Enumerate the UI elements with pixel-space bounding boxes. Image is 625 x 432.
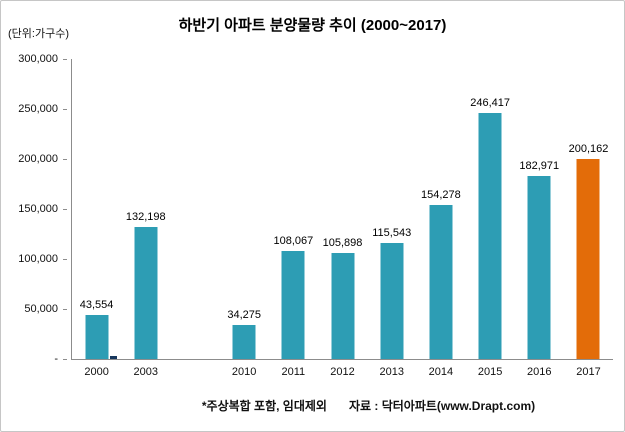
y-tick-label: 300,000 bbox=[18, 53, 58, 65]
value-label-2010: 34,275 bbox=[227, 309, 261, 321]
y-axis: 300,000 250,000 200,000 150,000 100,000 50,00… bbox=[9, 53, 67, 365]
y-tick-mark bbox=[63, 309, 67, 310]
bar-2011 bbox=[281, 251, 305, 359]
x-tick-label-2000: 2000 bbox=[84, 366, 109, 378]
value-label-2016: 182,971 bbox=[519, 160, 560, 172]
footnote-note: *주상복합 포함, 임대제외 bbox=[201, 399, 327, 413]
value-label-2014: 154,278 bbox=[421, 189, 461, 201]
bar-2012 bbox=[331, 253, 355, 359]
bar-2013 bbox=[380, 243, 404, 359]
bar-2000 bbox=[85, 315, 109, 359]
bar-2003 bbox=[134, 227, 158, 359]
y-tick-label: 250,000 bbox=[18, 103, 58, 115]
y-tick-label: 200,000 bbox=[18, 153, 58, 165]
x-tick-label-2014: 2014 bbox=[428, 366, 454, 378]
bar-slot-2011: 108,067 2011 bbox=[269, 59, 318, 378]
x-tick-label-2016: 2016 bbox=[527, 366, 552, 378]
bar-slot-2012: 105,898 2012 bbox=[318, 59, 367, 378]
footnote-source: 자료 : 닥터아파트(www.Drapt.com) bbox=[348, 399, 536, 413]
value-label-2015: 246,417 bbox=[470, 97, 510, 109]
bar-slot-2003: 132,198 2003 bbox=[121, 59, 170, 378]
x-tick-label-2003: 2003 bbox=[133, 366, 159, 378]
bar-2017 bbox=[576, 159, 600, 359]
value-label-2013: 115,543 bbox=[372, 227, 412, 239]
footnote: *주상복합 포함, 임대제외 자료 : 닥터아파트(www.Drapt.com) bbox=[1, 397, 624, 414]
y-tick-mark bbox=[63, 109, 67, 110]
x-tick-label-2011: 2011 bbox=[281, 366, 306, 378]
bar-slot-2015: 246,417 2015 bbox=[466, 59, 515, 378]
bar-slot-2014: 154,278 2014 bbox=[416, 59, 465, 378]
bar-slot-2016: 182,971 2016 bbox=[515, 59, 564, 378]
plot-area: 43,554 2000 132,198 2003 34,275 2010 108,067 20… bbox=[71, 59, 613, 378]
bar-slot-2017: 200,162 2017 bbox=[564, 59, 613, 378]
bar-slot-empty bbox=[170, 59, 219, 359]
bar-slot-2013: 115,543 2013 bbox=[367, 59, 416, 378]
y-tick-mark bbox=[63, 159, 67, 160]
y-tick-label: 50,000 bbox=[24, 303, 58, 315]
unit-label: (단위:가구수) bbox=[8, 28, 69, 40]
bar-slot-2010: 34,275 2010 bbox=[220, 59, 269, 378]
bar-slot-2000: 43,554 2000 bbox=[72, 59, 121, 378]
bar-2016 bbox=[527, 176, 551, 359]
y-tick-mark bbox=[63, 359, 67, 360]
value-label-2003: 132,198 bbox=[125, 211, 166, 223]
bar-2014 bbox=[429, 205, 453, 359]
y-tick-mark bbox=[63, 259, 67, 260]
y-tick-label: 150,000 bbox=[18, 203, 58, 215]
chart-area: 300,000 250,000 200,000 150,000 100,000 50,00… bbox=[9, 53, 615, 378]
value-label-2011: 108,067 bbox=[273, 235, 314, 247]
x-tick-label-2012: 2012 bbox=[330, 366, 355, 378]
bar-2015 bbox=[478, 113, 502, 359]
y-tick-mark bbox=[63, 209, 67, 210]
y-tick-label: - bbox=[54, 353, 58, 365]
y-tick-mark bbox=[63, 59, 67, 60]
x-tick-label-2015: 2015 bbox=[477, 366, 503, 378]
x-tick-label-2010: 2010 bbox=[231, 366, 257, 378]
x-tick-label-2013: 2013 bbox=[379, 366, 404, 378]
x-tick-label-2017: 2017 bbox=[576, 366, 601, 378]
value-label-2000: 43,554 bbox=[79, 299, 114, 311]
value-label-2012: 105,898 bbox=[322, 237, 363, 249]
bar-2010 bbox=[232, 325, 256, 359]
value-label-2017: 200,162 bbox=[568, 143, 609, 155]
small-unlabeled-bar bbox=[109, 356, 117, 359]
chart-title: 하반기 아파트 분양물량 추이 (2000~2017) bbox=[178, 17, 447, 34]
y-tick-label: 100,000 bbox=[18, 253, 58, 265]
